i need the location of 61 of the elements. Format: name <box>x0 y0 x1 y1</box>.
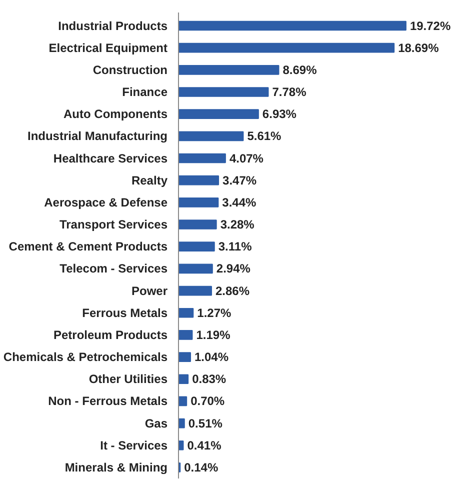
data-label: 7.78% <box>272 85 307 100</box>
bar <box>178 418 185 428</box>
y-tick-label: Cement & Cement Products <box>8 240 168 254</box>
data-label: 0.14% <box>184 460 218 474</box>
y-tick-label: Industrial Manufacturing <box>27 129 168 144</box>
data-label: 0.51% <box>188 416 223 430</box>
bar <box>178 264 213 274</box>
data-label: 1.19% <box>196 328 231 342</box>
bar <box>178 65 280 75</box>
bar <box>178 20 406 31</box>
y-tick-label: Minerals & Mining <box>64 460 168 474</box>
y-tick-label: Chemicals & Petrochemicals <box>3 350 168 364</box>
data-label: 18.69% <box>398 40 440 55</box>
bar <box>178 198 219 208</box>
bar <box>178 374 189 384</box>
y-tick-label: Transport Services <box>59 218 168 232</box>
y-tick-label: Power <box>131 284 168 298</box>
data-label: 6.93% <box>262 107 297 122</box>
y-tick-label: Gas <box>144 416 168 430</box>
bar <box>178 220 217 230</box>
data-label: 4.07% <box>229 151 264 166</box>
data-label: 8.69% <box>282 62 318 77</box>
y-tick-label: Electrical Equipment <box>48 40 168 55</box>
data-label: 2.86% <box>215 284 250 298</box>
y-tick-label: Industrial Products <box>58 18 168 33</box>
data-label: 0.41% <box>187 438 222 452</box>
bar <box>178 153 226 164</box>
y-tick-label: Auto Components <box>64 107 168 122</box>
y-tick-label: Ferrous Metals <box>82 306 168 320</box>
data-label: 19.72% <box>410 18 451 33</box>
y-tick-label: Non - Ferrous Metals <box>48 394 168 408</box>
y-tick-label: Aerospace & Defense <box>44 195 168 210</box>
data-label: 3.28% <box>220 218 255 232</box>
bar <box>178 330 193 340</box>
y-tick-label: Construction <box>92 62 168 77</box>
data-label: 3.44% <box>222 195 257 210</box>
data-label: 5.61% <box>247 129 282 144</box>
y-tick-label: It - Services <box>100 438 168 452</box>
data-label: 0.70% <box>190 394 225 408</box>
y-tick-label: Finance <box>122 85 168 100</box>
data-label: 1.04% <box>194 350 229 364</box>
y-tick-label: Petroleum Products <box>53 328 168 342</box>
bar <box>178 308 194 318</box>
y-tick-label: Telecom - Services <box>60 262 168 276</box>
y-tick-label: Realty <box>131 173 168 188</box>
bar <box>178 396 188 406</box>
data-label: 1.27% <box>197 306 232 320</box>
data-label: 2.94% <box>216 262 251 276</box>
y-tick-label: Healthcare Services <box>53 151 168 166</box>
y-tick-label: Other Utilities <box>88 372 168 386</box>
data-label: 3.11% <box>218 240 252 254</box>
bar <box>178 131 244 142</box>
bar <box>178 42 395 53</box>
bar <box>178 286 212 296</box>
data-label: 3.47% <box>222 173 257 188</box>
data-label: 0.83% <box>192 372 226 386</box>
bar <box>178 175 220 186</box>
bar <box>178 109 259 120</box>
bar <box>178 87 269 97</box>
bar <box>178 242 215 252</box>
bar <box>178 352 191 362</box>
